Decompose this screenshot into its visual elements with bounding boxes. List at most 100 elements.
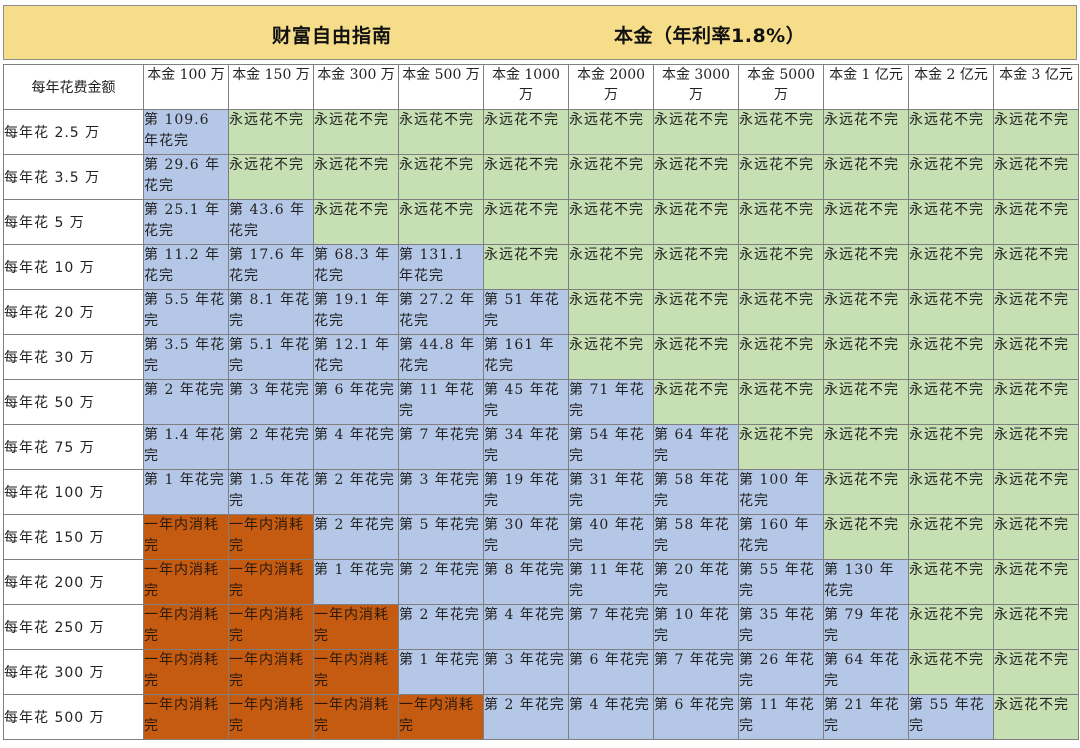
corner-header[interactable]: 每年花费金额 bbox=[3, 64, 144, 110]
table-cell[interactable]: 一年内消耗完 bbox=[313, 604, 399, 650]
table-cell[interactable]: 永远花不完 bbox=[568, 289, 654, 335]
table-cell[interactable]: 一年内消耗完 bbox=[143, 604, 229, 650]
table-cell[interactable]: 第 161 年花完 bbox=[483, 334, 569, 380]
row-header[interactable]: 每年花 10 万 bbox=[3, 244, 144, 290]
table-cell[interactable]: 永远花不完 bbox=[653, 334, 739, 380]
table-cell[interactable]: 永远花不完 bbox=[738, 289, 824, 335]
table-cell[interactable]: 一年内消耗完 bbox=[143, 694, 229, 740]
table-cell[interactable]: 第 1 年花完 bbox=[143, 469, 229, 515]
table-cell[interactable]: 永远花不完 bbox=[823, 109, 909, 155]
table-cell[interactable]: 永远花不完 bbox=[483, 199, 569, 245]
table-cell[interactable]: 永远花不完 bbox=[908, 154, 994, 200]
table-cell[interactable]: 永远花不完 bbox=[738, 424, 824, 470]
table-cell[interactable]: 第 34 年花完 bbox=[483, 424, 569, 470]
table-cell[interactable]: 第 3 年花完 bbox=[483, 649, 569, 695]
table-cell[interactable]: 永远花不完 bbox=[993, 109, 1079, 155]
table-cell[interactable]: 永远花不完 bbox=[993, 244, 1079, 290]
table-cell[interactable]: 第 11.2 年花完 bbox=[143, 244, 229, 290]
table-cell[interactable]: 永远花不完 bbox=[993, 694, 1079, 740]
table-cell[interactable]: 永远花不完 bbox=[908, 379, 994, 425]
table-cell[interactable]: 永远花不完 bbox=[568, 334, 654, 380]
table-cell[interactable]: 第 3 年花完 bbox=[398, 469, 484, 515]
column-header[interactable]: 本金 2 亿元 bbox=[908, 64, 994, 110]
table-cell[interactable]: 永远花不完 bbox=[993, 514, 1079, 560]
table-cell[interactable]: 第 2 年花完 bbox=[398, 604, 484, 650]
table-cell[interactable]: 永远花不完 bbox=[993, 424, 1079, 470]
table-cell[interactable]: 永远花不完 bbox=[483, 154, 569, 200]
table-cell[interactable]: 第 8 年花完 bbox=[483, 559, 569, 605]
table-cell[interactable]: 永远花不完 bbox=[993, 469, 1079, 515]
table-cell[interactable]: 永远花不完 bbox=[993, 289, 1079, 335]
table-cell[interactable]: 永远花不完 bbox=[568, 109, 654, 155]
table-cell[interactable]: 第 26 年花完 bbox=[738, 649, 824, 695]
row-header[interactable]: 每年花 3.5 万 bbox=[3, 154, 144, 200]
table-cell[interactable]: 一年内消耗完 bbox=[143, 559, 229, 605]
table-cell[interactable]: 第 55 年花完 bbox=[908, 694, 994, 740]
table-cell[interactable]: 永远花不完 bbox=[823, 154, 909, 200]
table-cell[interactable]: 永远花不完 bbox=[738, 379, 824, 425]
table-cell[interactable]: 第 6 年花完 bbox=[653, 694, 739, 740]
row-header[interactable]: 每年花 150 万 bbox=[3, 514, 144, 560]
row-header[interactable]: 每年花 75 万 bbox=[3, 424, 144, 470]
table-cell[interactable]: 永远花不完 bbox=[908, 604, 994, 650]
table-cell[interactable]: 永远花不完 bbox=[908, 559, 994, 605]
table-cell[interactable]: 永远花不完 bbox=[908, 289, 994, 335]
table-cell[interactable]: 永远花不完 bbox=[738, 334, 824, 380]
table-cell[interactable]: 永远花不完 bbox=[568, 199, 654, 245]
table-cell[interactable]: 第 4 年花完 bbox=[313, 424, 399, 470]
table-cell[interactable]: 第 40 年花完 bbox=[568, 514, 654, 560]
table-cell[interactable]: 第 44.8 年花完 bbox=[398, 334, 484, 380]
table-cell[interactable]: 永远花不完 bbox=[993, 559, 1079, 605]
table-cell[interactable]: 第 1 年花完 bbox=[313, 559, 399, 605]
table-cell[interactable]: 第 7 年花完 bbox=[568, 604, 654, 650]
row-header[interactable]: 每年花 30 万 bbox=[3, 334, 144, 380]
table-cell[interactable]: 第 45 年花完 bbox=[483, 379, 569, 425]
table-cell[interactable]: 一年内消耗完 bbox=[228, 604, 314, 650]
table-cell[interactable]: 第 71 年花完 bbox=[568, 379, 654, 425]
table-cell[interactable]: 永远花不完 bbox=[313, 199, 399, 245]
table-cell[interactable]: 第 3.5 年花完 bbox=[143, 334, 229, 380]
table-cell[interactable]: 第 5 年花完 bbox=[398, 514, 484, 560]
table-cell[interactable]: 第 6 年花完 bbox=[313, 379, 399, 425]
row-header[interactable]: 每年花 500 万 bbox=[3, 694, 144, 740]
table-cell[interactable]: 一年内消耗完 bbox=[313, 649, 399, 695]
table-cell[interactable]: 第 11 年花完 bbox=[568, 559, 654, 605]
table-cell[interactable]: 第 11 年花完 bbox=[738, 694, 824, 740]
table-cell[interactable]: 永远花不完 bbox=[823, 379, 909, 425]
table-cell[interactable]: 永远花不完 bbox=[568, 244, 654, 290]
table-cell[interactable]: 第 2 年花完 bbox=[398, 559, 484, 605]
column-header[interactable]: 本金 5000 万 bbox=[738, 64, 824, 110]
table-cell[interactable]: 永远花不完 bbox=[823, 289, 909, 335]
table-cell[interactable]: 永远花不完 bbox=[823, 514, 909, 560]
table-cell[interactable]: 永远花不完 bbox=[738, 244, 824, 290]
row-header[interactable]: 每年花 20 万 bbox=[3, 289, 144, 335]
table-cell[interactable]: 永远花不完 bbox=[823, 199, 909, 245]
table-cell[interactable]: 第 19 年花完 bbox=[483, 469, 569, 515]
row-header[interactable]: 每年花 100 万 bbox=[3, 469, 144, 515]
column-header[interactable]: 本金 300 万 bbox=[313, 64, 399, 110]
table-cell[interactable]: 永远花不完 bbox=[653, 154, 739, 200]
table-cell[interactable]: 第 8.1 年花完 bbox=[228, 289, 314, 335]
table-cell[interactable]: 第 100 年花完 bbox=[738, 469, 824, 515]
table-cell[interactable]: 第 54 年花完 bbox=[568, 424, 654, 470]
table-cell[interactable]: 第 30 年花完 bbox=[483, 514, 569, 560]
table-cell[interactable]: 第 2 年花完 bbox=[313, 469, 399, 515]
table-cell[interactable]: 第 58 年花完 bbox=[653, 514, 739, 560]
table-cell[interactable]: 永远花不完 bbox=[908, 199, 994, 245]
table-cell[interactable]: 第 58 年花完 bbox=[653, 469, 739, 515]
table-cell[interactable]: 第 130 年花完 bbox=[823, 559, 909, 605]
table-cell[interactable]: 第 1.5 年花完 bbox=[228, 469, 314, 515]
table-cell[interactable]: 第 64 年花完 bbox=[653, 424, 739, 470]
table-cell[interactable]: 永远花不完 bbox=[738, 109, 824, 155]
table-cell[interactable]: 第 1 年花完 bbox=[398, 649, 484, 695]
column-header[interactable]: 本金 3000 万 bbox=[653, 64, 739, 110]
table-cell[interactable]: 永远花不完 bbox=[823, 469, 909, 515]
table-cell[interactable]: 一年内消耗完 bbox=[228, 694, 314, 740]
table-cell[interactable]: 永远花不完 bbox=[313, 154, 399, 200]
table-cell[interactable]: 第 43.6 年花完 bbox=[228, 199, 314, 245]
row-header[interactable]: 每年花 300 万 bbox=[3, 649, 144, 695]
table-cell[interactable]: 永远花不完 bbox=[653, 244, 739, 290]
column-header[interactable]: 本金 1000 万 bbox=[483, 64, 569, 110]
table-cell[interactable]: 第 29.6 年花完 bbox=[143, 154, 229, 200]
table-cell[interactable]: 第 2 年花完 bbox=[143, 379, 229, 425]
